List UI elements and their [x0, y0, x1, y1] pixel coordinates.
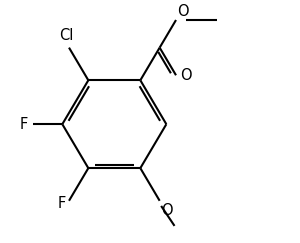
Text: Cl: Cl [59, 28, 73, 43]
Text: O: O [178, 4, 189, 19]
Text: F: F [58, 196, 66, 211]
Text: O: O [181, 68, 192, 83]
Text: F: F [20, 117, 28, 132]
Text: O: O [161, 203, 173, 218]
